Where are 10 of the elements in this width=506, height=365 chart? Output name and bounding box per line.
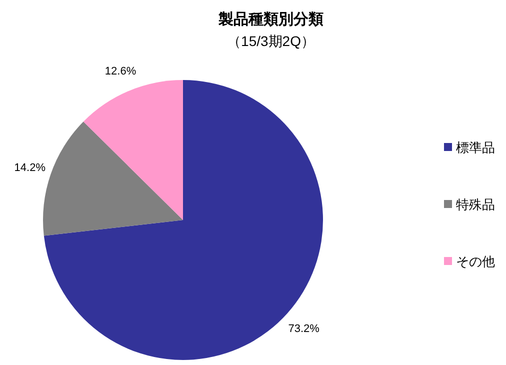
pie-slice <box>83 80 183 220</box>
data-label: 73.2% <box>288 322 320 335</box>
data-label: 12.6% <box>104 66 136 78</box>
legend-label: その他 <box>456 254 495 269</box>
legend-label: 特殊品 <box>456 197 495 212</box>
legend-label: 標準品 <box>456 140 495 155</box>
chart-subtitle: （15/3期2Q） <box>227 33 315 49</box>
pie-slice <box>44 80 323 360</box>
chart-title: 製品種類別分類 <box>218 11 324 28</box>
data-label: 14.2% <box>14 162 46 174</box>
